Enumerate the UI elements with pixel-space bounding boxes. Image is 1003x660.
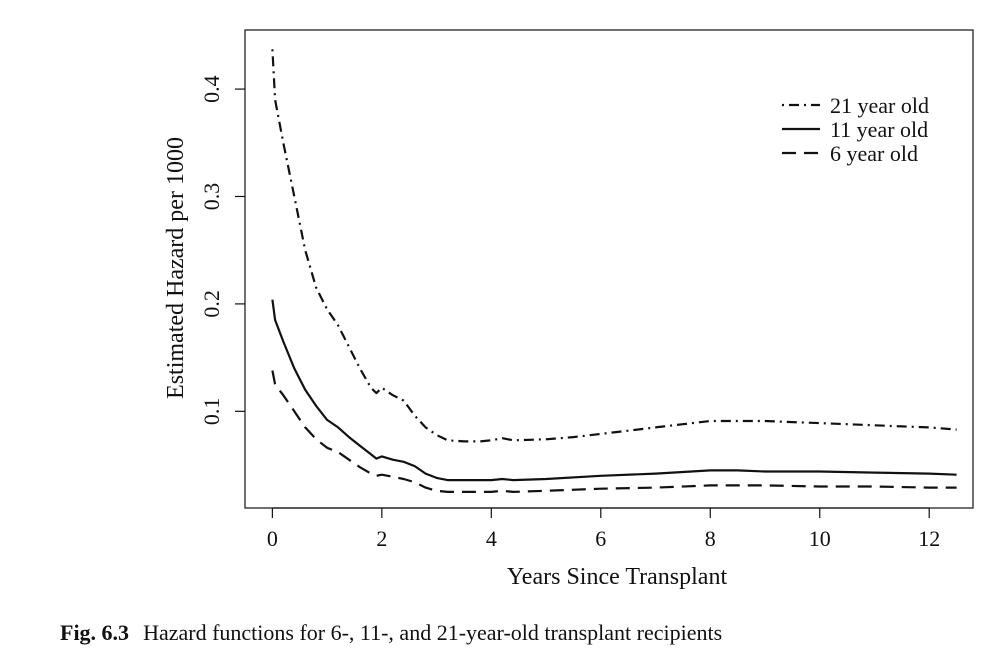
legend-label: 6 year old	[830, 141, 918, 166]
series-line	[271, 299, 957, 482]
x-tick-label: 2	[376, 526, 387, 551]
figure-label: Fig. 6.3	[60, 620, 130, 645]
y-tick-label: 0.4	[199, 75, 224, 103]
figure-caption: Fig. 6.3 Hazard functions for 6-, 11-, an…	[60, 620, 722, 646]
y-tick-label: 0.1	[199, 398, 224, 426]
series-line	[271, 49, 957, 443]
y-axis: 0.1 0.2 0.3 0.4	[199, 75, 245, 425]
x-tick-label: 8	[705, 526, 716, 551]
x-axis-label: Years Since Transplant	[507, 564, 728, 590]
x-tick-label: 12	[918, 526, 940, 551]
y-tick-label: 0.3	[199, 183, 224, 211]
x-tick-label: 0	[267, 526, 278, 551]
y-axis-label: Estimated Hazard per 1000	[163, 137, 189, 399]
x-tick-label: 4	[486, 526, 497, 551]
y-tick-label: 0.2	[199, 290, 224, 318]
x-tick-label: 6	[595, 526, 606, 551]
figure-caption-text: Hazard functions for 6-, 11-, and 21-yea…	[143, 620, 723, 645]
series-layer	[271, 49, 957, 493]
legend-label: 21 year old	[830, 93, 929, 118]
series-line	[271, 370, 957, 493]
legend-label: 11 year old	[830, 117, 928, 142]
x-axis: 0 2 4 6 8 10 12	[267, 507, 940, 551]
x-tick-label: 10	[809, 526, 831, 551]
